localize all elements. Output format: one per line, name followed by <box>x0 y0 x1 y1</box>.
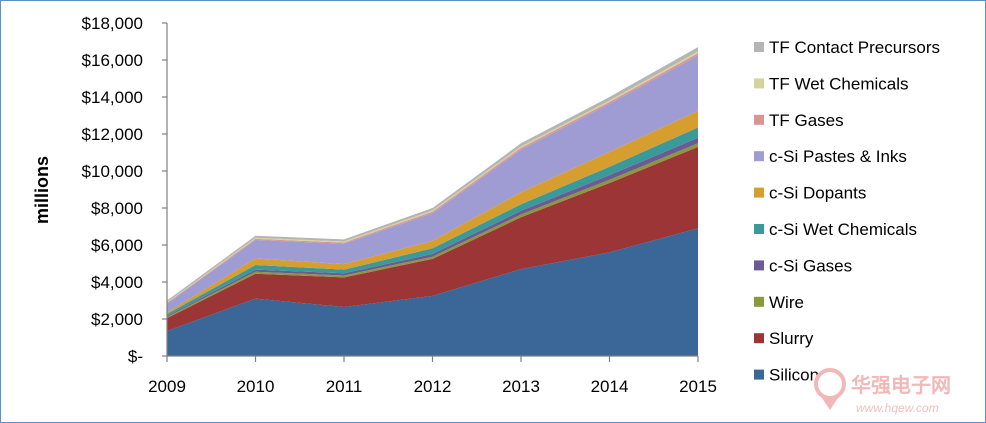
legend-swatch <box>754 260 764 271</box>
area-silicon <box>167 228 698 356</box>
y-tick-label: $16,000 <box>82 51 143 70</box>
x-tick-label: 2015 <box>679 377 717 396</box>
legend-label: TF Contact Precursors <box>769 38 940 57</box>
legend-item-tf-contact-precursors: TF Contact Precursors <box>754 38 940 57</box>
y-tick-label: $10,000 <box>82 162 143 181</box>
legend-label: c-Si Wet Chemicals <box>769 220 917 239</box>
watermark-text: 华强电子网 <box>851 373 951 397</box>
legend-label: Slurry <box>769 329 814 348</box>
y-tick-label: $18,000 <box>82 14 143 33</box>
legend-item-silicon: Silicon <box>754 366 819 385</box>
y-tick-label: $2,000 <box>91 310 143 329</box>
legend-item-c-si-gases: c-Si Gases <box>754 256 852 275</box>
legend-label: TF Wet Chemicals <box>769 74 909 93</box>
x-tick-label: 2009 <box>148 377 186 396</box>
y-axis: $- $2,000 $4,000 $6,000 $8,000 $10,000 $12,000… <box>82 14 168 366</box>
area-c-si-wet-chemicals <box>167 127 698 316</box>
x-tick-label: 2011 <box>326 377 363 396</box>
y-tick-label: $6,000 <box>91 236 143 255</box>
legend-label: TF Gases <box>769 111 844 130</box>
area-tf-contact-precursors <box>167 47 698 303</box>
y-tick-label: $14,000 <box>82 88 143 107</box>
legend-item-c-si-pastes-inks: c-Si Pastes & Inks <box>754 147 907 166</box>
legend-swatch <box>754 78 764 89</box>
y-tick-label: $- <box>128 347 143 366</box>
x-tick-label: 2014 <box>591 377 629 396</box>
watermark-url: www.hqew.com <box>856 401 939 415</box>
x-axis: 2009 2010 2011 2012 2013 2014 2015 <box>148 355 717 396</box>
legend-item-tf-wet-chemicals: TF Wet Chemicals <box>754 74 909 93</box>
legend-label: Silicon <box>769 366 819 385</box>
legend-label: c-Si Dopants <box>769 184 866 203</box>
legend-swatch <box>754 151 764 162</box>
y-tick-label: $12,000 <box>82 125 143 144</box>
area-tf-gases <box>167 53 698 304</box>
legend-item-c-si-wet-chemicals: c-Si Wet Chemicals <box>754 220 917 239</box>
y-tick-label: $4,000 <box>91 273 143 292</box>
legend-item-c-si-dopants: c-Si Dopants <box>754 184 866 203</box>
legend-swatch <box>754 296 764 307</box>
legend-label: c-Si Gases <box>769 256 852 275</box>
area-c-si-dopants <box>167 110 698 315</box>
legend-item-wire: Wire <box>754 293 804 312</box>
y-axis-label: millions <box>32 156 52 224</box>
area-c-si-pastes-inks <box>167 55 698 313</box>
x-tick-label: 2013 <box>502 377 540 396</box>
legend: TF Contact Precursors TF Wet Chemicals TF … <box>754 38 940 385</box>
legend-item-tf-gases: TF Gases <box>754 111 844 130</box>
legend-label: Wire <box>769 293 804 312</box>
plot-area <box>167 47 698 356</box>
area-slurry <box>167 146 698 331</box>
watermark-logo-icon <box>814 368 846 410</box>
legend-swatch <box>754 333 764 344</box>
legend-label: c-Si Pastes & Inks <box>769 147 907 166</box>
legend-swatch <box>754 114 764 125</box>
x-tick-label: 2010 <box>237 377 275 396</box>
area-tf-wet-chemicals <box>167 51 698 303</box>
area-c-si-gases <box>167 137 698 317</box>
x-tick-label: 2012 <box>414 377 452 396</box>
legend-swatch <box>754 42 764 52</box>
area-wire <box>167 143 698 319</box>
legend-swatch <box>754 369 764 380</box>
legend-swatch <box>754 224 764 234</box>
y-tick-label: $8,000 <box>91 199 143 218</box>
legend-swatch <box>754 187 764 198</box>
watermark: 华强电子网 www.hqew.com <box>814 368 951 415</box>
legend-item-slurry: Slurry <box>754 329 814 348</box>
